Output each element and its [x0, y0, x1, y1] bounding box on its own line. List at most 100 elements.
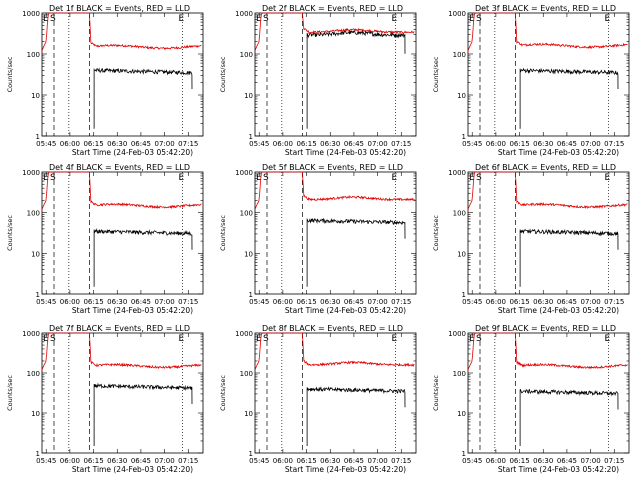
marker-e-right: E: [604, 173, 610, 183]
x-tick-label: 06:30: [107, 140, 127, 148]
x-tick-label: 06:00: [60, 140, 80, 148]
y-tick-label: 10: [244, 92, 253, 100]
marker-e-left: E: [256, 173, 262, 183]
x-tick-label: 06:15: [83, 457, 103, 465]
plot-frame: [467, 12, 630, 137]
y-tick-label: 1000: [235, 330, 253, 338]
x-tick-label: 05:45: [36, 140, 56, 148]
panel-det-3f: Det 3f BLACK = Events, RED = LLD 1 10 100 10…: [432, 4, 630, 157]
x-tick-label: 05:45: [36, 457, 56, 465]
marker-e-left: E: [43, 334, 49, 344]
x-tick-label: 06:00: [486, 457, 506, 465]
x-tick-label: 06:00: [60, 457, 80, 465]
x-tick-label: 06:45: [344, 140, 364, 148]
y-tick-label: 100: [240, 51, 253, 59]
y-tick-label: 10: [457, 250, 466, 258]
series-events-line: [93, 382, 193, 446]
x-tick-label: 07:00: [581, 457, 601, 465]
x-tick-label: 06:15: [296, 457, 316, 465]
plot-frame: [41, 171, 204, 295]
y-tick-label: 10: [31, 92, 40, 100]
series-events-line: [306, 386, 406, 446]
x-tick-label: 07:00: [581, 140, 601, 148]
x-tick-label: 05:45: [36, 298, 56, 306]
series-lld-line: [254, 12, 415, 51]
marker-e-right: E: [391, 334, 397, 344]
x-tick-label: 06:30: [107, 298, 127, 306]
series-lld-line: [41, 171, 202, 210]
x-tick-label: 06:00: [273, 298, 293, 306]
x-tick-label: 06:15: [509, 457, 529, 465]
x-tick-label: 07:00: [368, 298, 388, 306]
y-axis-label: Counts/sec: [219, 375, 227, 411]
marker-e-right: E: [604, 334, 610, 344]
y-tick-label: 100: [453, 370, 466, 378]
x-tick-label: 07:15: [178, 298, 198, 306]
marker-e-left: E: [256, 14, 262, 24]
panel-det-8f: Det 8f BLACK = Events, RED = LLD 1 10 100 10…: [219, 324, 417, 474]
y-tick-label: 100: [240, 210, 253, 218]
y-tick-label: 1: [462, 133, 466, 141]
x-tick-label: 06:30: [107, 457, 127, 465]
y-axis-label: Counts/sec: [6, 375, 14, 411]
x-tick-label: 07:15: [604, 457, 624, 465]
marker-e-left: E: [469, 334, 475, 344]
y-tick-label: 1: [249, 291, 253, 299]
y-tick-label: 100: [27, 51, 40, 59]
x-tick-label: 07:00: [155, 140, 175, 148]
x-axis-label: Start Time (24-Feb-03 05:42:20): [498, 465, 619, 474]
y-tick-label: 100: [453, 51, 466, 59]
y-tick-label: 1: [462, 291, 466, 299]
plot-frame: [254, 171, 417, 295]
x-tick-label: 06:45: [344, 457, 364, 465]
y-axis-label: Counts/sec: [432, 56, 440, 92]
x-tick-label: 06:45: [131, 140, 151, 148]
series-lld-line: [467, 332, 628, 370]
y-axis-label: Counts/sec: [6, 215, 14, 251]
x-tick-label: 05:45: [462, 298, 482, 306]
marker-s: S: [50, 14, 56, 24]
panel-title: Det 5f BLACK = Events, RED = LLD: [262, 163, 403, 172]
marker-s: S: [263, 14, 269, 24]
panel-title: Det 8f BLACK = Events, RED = LLD: [262, 324, 403, 333]
x-tick-label: 06:00: [486, 298, 506, 306]
plot-frame: [254, 332, 417, 454]
plot-frame: [467, 171, 630, 295]
x-axis-label: Start Time (24-Feb-03 05:42:20): [72, 306, 193, 315]
series-events-line: [306, 217, 406, 287]
panel-det-1f: Det 1f BLACK = Events, RED = LLD 1 10 100 10…: [6, 4, 204, 157]
y-tick-label: 1000: [22, 10, 40, 18]
y-tick-label: 1000: [448, 169, 466, 177]
y-tick-label: 100: [27, 210, 40, 218]
x-tick-label: 05:45: [249, 140, 269, 148]
x-axis-label: Start Time (24-Feb-03 05:42:20): [285, 148, 406, 157]
x-tick-label: 06:15: [296, 140, 316, 148]
x-tick-label: 07:00: [155, 457, 175, 465]
y-axis-label: Counts/sec: [219, 56, 227, 92]
series-events-line: [93, 228, 193, 287]
x-tick-label: 06:15: [509, 140, 529, 148]
x-axis-label: Start Time (24-Feb-03 05:42:20): [285, 465, 406, 474]
marker-e-right: E: [178, 173, 184, 183]
marker-e-left: E: [469, 14, 475, 24]
series-lld-line: [41, 12, 202, 51]
marker-s: S: [263, 334, 269, 344]
x-tick-label: 05:45: [462, 457, 482, 465]
y-tick-label: 10: [457, 410, 466, 418]
y-tick-label: 10: [244, 410, 253, 418]
x-tick-label: 06:45: [131, 457, 151, 465]
y-tick-label: 1000: [235, 10, 253, 18]
x-tick-label: 06:30: [320, 140, 340, 148]
series-events-line: [93, 67, 193, 129]
series-lld-line: [467, 12, 628, 51]
x-tick-label: 05:45: [249, 298, 269, 306]
x-tick-label: 06:15: [83, 140, 103, 148]
series-lld-line: [254, 171, 415, 210]
y-axis-label: Counts/sec: [432, 215, 440, 251]
marker-s: S: [50, 334, 56, 344]
series-events-line: [306, 29, 406, 129]
series-lld-line: [467, 171, 628, 210]
series-lld-line: [41, 332, 202, 370]
y-tick-label: 1000: [22, 330, 40, 338]
y-tick-label: 10: [457, 92, 466, 100]
